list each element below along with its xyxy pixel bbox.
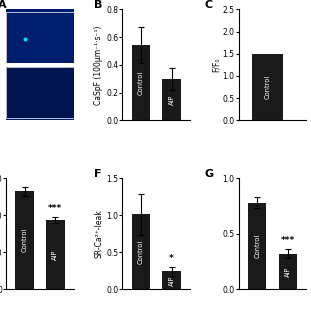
- Bar: [248, 202, 267, 289]
- Text: G: G: [205, 169, 214, 179]
- Text: ***: ***: [48, 204, 63, 213]
- Bar: [279, 254, 297, 289]
- Text: AIP: AIP: [52, 249, 58, 260]
- Y-axis label: SR-Ca²⁺-leak: SR-Ca²⁺-leak: [95, 209, 104, 258]
- Bar: [46, 220, 65, 289]
- Text: AIP: AIP: [169, 275, 175, 285]
- Bar: [132, 45, 150, 120]
- Text: AIP: AIP: [169, 94, 175, 105]
- Text: Control: Control: [138, 240, 144, 264]
- Bar: [162, 79, 181, 120]
- Text: Control: Control: [254, 234, 260, 258]
- Bar: [252, 54, 283, 120]
- Text: *: *: [169, 253, 174, 262]
- Text: AIP: AIP: [285, 266, 291, 277]
- Y-axis label: F/F₀: F/F₀: [212, 58, 221, 72]
- Text: Control: Control: [264, 75, 270, 99]
- Bar: [6, 63, 74, 67]
- Bar: [132, 215, 150, 289]
- Text: F: F: [94, 169, 102, 179]
- Bar: [162, 272, 181, 289]
- Text: A: A: [0, 0, 7, 11]
- Bar: [16, 191, 34, 289]
- Y-axis label: CaSpF (100μm⁻¹·s⁻¹): CaSpF (100μm⁻¹·s⁻¹): [95, 25, 104, 104]
- Text: ***: ***: [281, 236, 295, 245]
- Text: Control: Control: [138, 71, 144, 95]
- Text: Control: Control: [22, 228, 28, 252]
- Text: C: C: [205, 0, 213, 11]
- Text: B: B: [94, 0, 102, 11]
